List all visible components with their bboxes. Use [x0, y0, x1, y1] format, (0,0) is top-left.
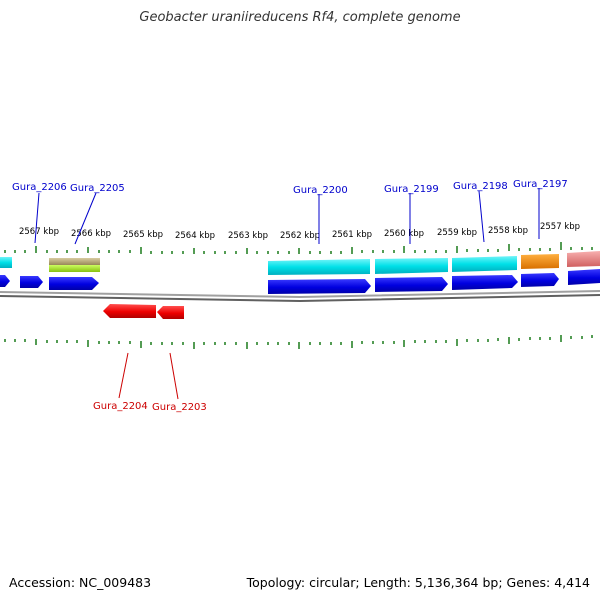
cds-reverse-arrow[interactable] [157, 306, 184, 319]
gene-label-reverse[interactable]: Gura_2204 [93, 401, 148, 412]
gene-label-forward[interactable]: Gura_2200 [293, 185, 348, 196]
scale-label: 2558 kbp [488, 226, 528, 236]
scale-label: 2561 kbp [332, 230, 372, 240]
cds-forward-arrow[interactable] [20, 276, 43, 288]
cog-bar-olive[interactable] [49, 258, 100, 265]
cog-bar-orange[interactable] [521, 254, 559, 269]
label-leader-line [478, 190, 485, 243]
cog-bar-cyan[interactable] [375, 258, 448, 274]
scale-ticks-outer [4, 242, 593, 254]
cds-forward-arrow[interactable] [375, 277, 448, 292]
scale-label: 2562 kbp [280, 231, 320, 241]
map-title: Geobacter uraniireducens Rf4, complete g… [139, 10, 461, 25]
gene-label-forward[interactable]: Gura_2205 [70, 183, 125, 194]
gene-label-reverse[interactable]: Gura_2203 [152, 402, 207, 413]
label-leader-line [74, 192, 97, 245]
cds-forward-arrow[interactable] [268, 279, 371, 294]
scale-ticks-inner [4, 335, 593, 349]
scale-label: 2564 kbp [175, 231, 215, 241]
cds-forward-arrow[interactable] [452, 275, 518, 290]
cds-forward-arrow[interactable] [49, 277, 99, 290]
label-leader-line [118, 352, 129, 399]
cog-bar-pink[interactable] [567, 251, 600, 267]
scale-label: 2560 kbp [384, 229, 424, 239]
scale-label: 2563 kbp [228, 231, 268, 241]
cds-forward-arrow[interactable] [568, 269, 600, 285]
label-leader-line [169, 352, 179, 400]
cds-forward-arrow[interactable] [521, 273, 559, 287]
scale-label: 2565 kbp [123, 230, 163, 240]
gene-label-forward[interactable]: Gura_2206 [12, 182, 67, 193]
accession-text: Accession: NC_009483 [9, 575, 152, 590]
cog-bar-cyan[interactable] [452, 256, 517, 272]
gene-label-forward[interactable]: Gura_2198 [453, 181, 508, 192]
backbone-outer [0, 290, 600, 299]
cog-bar-green[interactable] [49, 265, 100, 272]
cog-bar-cyan[interactable] [268, 259, 370, 275]
cds-forward-arrow[interactable] [0, 275, 10, 287]
scale-label: 2557 kbp [540, 222, 580, 232]
cog-bar-cyan[interactable] [0, 257, 12, 268]
scale-label: 2567 kbp [19, 227, 59, 237]
scale-label: 2566 kbp [71, 229, 111, 239]
scale-label: 2559 kbp [437, 228, 477, 238]
backbone-inner [0, 294, 600, 303]
label-leader-line [34, 192, 40, 244]
cds-reverse-arrow[interactable] [103, 304, 156, 318]
gene-label-forward[interactable]: Gura_2199 [384, 184, 439, 195]
gene-label-forward[interactable]: Gura_2197 [513, 179, 568, 190]
genome-summary-text: Topology: circular; Length: 5,136,364 bp… [246, 575, 590, 590]
